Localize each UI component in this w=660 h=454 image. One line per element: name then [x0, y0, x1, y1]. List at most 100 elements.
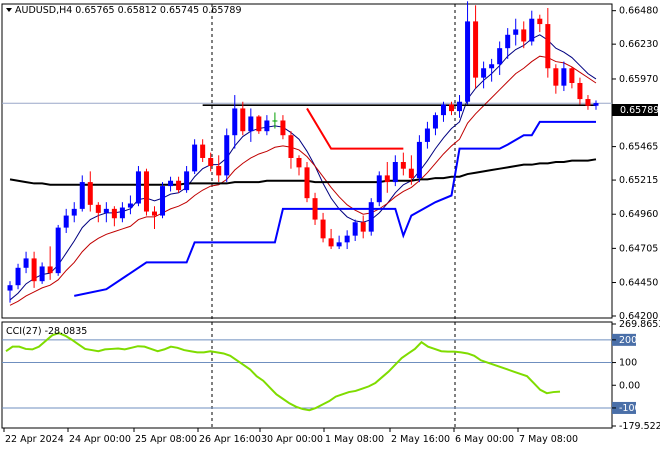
price-tick-label: 0.65215 [619, 175, 658, 186]
price-tick-label: 0.64450 [619, 278, 658, 289]
candle [264, 115, 270, 136]
candle [224, 128, 230, 183]
candle [449, 101, 454, 116]
cci-indicator [2, 331, 612, 412]
candle [296, 155, 302, 176]
candle [55, 224, 61, 276]
candle [473, 5, 479, 89]
candle [288, 131, 294, 169]
candle [352, 219, 358, 242]
candle [465, 1, 471, 105]
candle [280, 115, 286, 140]
candle [168, 176, 174, 192]
time-axis: 22 Apr 2024 24 Apr 00:00 25 Apr 08:00 26 Ap… [3, 428, 578, 445]
candle [63, 208, 69, 233]
candle [513, 18, 519, 46]
candle [31, 251, 37, 288]
price-tick-label: 0.66230 [619, 39, 658, 50]
cci-tick-label: 0.00 [619, 380, 640, 391]
time-tick-label: 26 Apr 16:00 [199, 434, 261, 445]
price-tick-label: 0.65970 [619, 74, 658, 85]
candle [176, 176, 182, 193]
time-tick-label: 22 Apr 2024 [5, 434, 64, 445]
time-tick-label: 2 May 16:00 [391, 434, 450, 445]
candle [15, 263, 21, 290]
candle [505, 28, 511, 59]
time-tick-label: 24 Apr 00:00 [69, 434, 131, 445]
candle [240, 101, 246, 136]
candle [143, 168, 149, 216]
candle [529, 10, 535, 46]
candle [328, 228, 334, 250]
cci-tick-label: 100 [619, 358, 637, 369]
price-tick-label: 0.65465 [619, 142, 658, 153]
candle [39, 262, 45, 284]
candle [7, 281, 13, 303]
candle [320, 212, 326, 243]
cci-tick-label: 200 [619, 335, 637, 346]
cci-label: CCI(27) -28.0835 [6, 326, 87, 337]
candle [457, 95, 463, 118]
price-tick-label: 0.64960 [619, 209, 658, 220]
collapse-triangle-icon[interactable] [6, 8, 12, 12]
candle [521, 21, 527, 49]
candle [344, 230, 350, 250]
time-tick-label: 7 May 08:00 [519, 434, 578, 445]
price-tick-label: 0.64705 [619, 243, 658, 254]
candle [368, 198, 374, 236]
candle [489, 58, 495, 82]
price-badge-bg [612, 104, 658, 116]
candle [216, 155, 222, 183]
candle [497, 41, 503, 75]
price-tick-label: 0.66480 [619, 6, 658, 17]
candle [553, 64, 559, 94]
candle [248, 108, 254, 142]
candle [119, 202, 125, 223]
candle [23, 251, 29, 274]
candle [208, 152, 214, 172]
price-tick-label: 0.64200 [619, 311, 658, 322]
candle [585, 95, 591, 110]
candle [71, 202, 77, 223]
candle [184, 166, 190, 193]
candle [232, 95, 238, 149]
candle [95, 202, 101, 223]
candle [440, 101, 446, 122]
candle [392, 155, 398, 187]
cci-pane-frame [1, 321, 613, 429]
candle [593, 100, 599, 110]
moving-average-line [9, 158, 597, 186]
candle [561, 61, 567, 92]
candle [537, 14, 543, 33]
candlesticks [7, 1, 599, 303]
candle [400, 152, 406, 176]
moving-average-line [9, 34, 597, 301]
cci-level-badge [612, 333, 636, 346]
candle [127, 195, 133, 215]
price-axis: 0.664800.662300.659700.657200.654650.652… [612, 6, 658, 322]
candle [160, 182, 166, 219]
candle [384, 162, 390, 193]
indicator-lines [9, 34, 597, 306]
trailing-stop-line [306, 107, 404, 150]
price-badge: 0.65789 [620, 105, 659, 116]
time-tick-label: 25 Apr 08:00 [135, 434, 197, 445]
candle [336, 235, 342, 250]
candle [376, 171, 382, 207]
candle [256, 115, 262, 134]
candle [87, 171, 93, 212]
time-tick-label: 30 Apr 00:00 [261, 434, 323, 445]
candle [272, 112, 278, 129]
candle [481, 61, 487, 89]
cci-tick-label: -100 [619, 403, 641, 414]
candle [135, 166, 141, 207]
candle [424, 121, 430, 149]
candle [360, 215, 366, 239]
candle [152, 206, 157, 229]
cci-level-badge [612, 401, 636, 414]
candle [577, 77, 583, 105]
candle [200, 139, 206, 162]
